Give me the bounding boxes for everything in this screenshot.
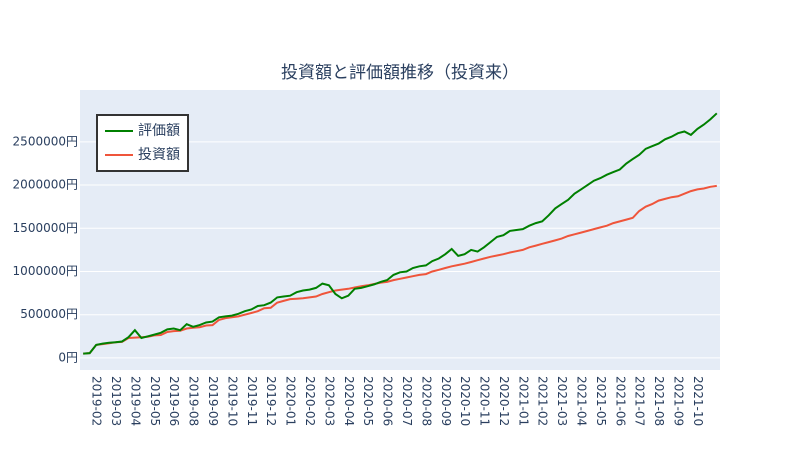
y-tick-label: 2500000円 xyxy=(13,134,78,148)
x-tick-label: 2020-04 xyxy=(342,376,356,426)
x-tick-label: 2019-03 xyxy=(109,376,123,426)
x-tick-label: 2020-11 xyxy=(478,376,492,426)
x-tick-label: 2020-07 xyxy=(400,376,414,426)
x-tick-label: 2021-05 xyxy=(594,376,608,426)
x-tick-label: 2019-10 xyxy=(225,376,239,426)
x-tick-label: 2021-09 xyxy=(671,376,685,426)
line-series xyxy=(83,112,718,355)
x-tick-label: 2019-12 xyxy=(264,376,278,426)
y-tick-label: 1500000円 xyxy=(13,221,78,235)
y-tick-label: 2000000円 xyxy=(13,178,78,192)
x-tick-label: 2021-02 xyxy=(536,376,550,426)
legend-box xyxy=(96,114,189,172)
x-tick-label: 2020-03 xyxy=(322,376,336,426)
line-series xyxy=(83,184,717,355)
x-tick-label: 2020-09 xyxy=(439,376,453,426)
x-tick-label: 2020-06 xyxy=(381,376,395,426)
x-tick-label: 2019-06 xyxy=(167,376,181,426)
x-tick-label: 2021-10 xyxy=(691,376,705,426)
x-tick-label: 2019-05 xyxy=(148,376,162,426)
x-tick-label: 2021-01 xyxy=(516,376,530,426)
x-tick-label: 2020-02 xyxy=(303,376,317,426)
x-tick-label: 2019-11 xyxy=(245,376,259,426)
x-tick-label: 2021-07 xyxy=(633,376,647,426)
x-tick-label: 2021-04 xyxy=(575,376,589,426)
x-tick-label: 2020-10 xyxy=(458,376,472,426)
x-tick-label: 2020-01 xyxy=(284,376,298,426)
x-tick-label: 2020-05 xyxy=(361,376,375,426)
x-tick-label: 2019-08 xyxy=(187,376,201,426)
y-tick-label: 500000円 xyxy=(20,307,78,321)
x-tick-label: 2021-03 xyxy=(555,376,569,426)
x-tick-label: 2020-12 xyxy=(497,376,511,426)
x-tick-label: 2021-06 xyxy=(613,376,627,426)
legend-label: 評価額 xyxy=(138,123,180,139)
x-tick-label: 2019-02 xyxy=(90,376,104,426)
x-tick-label: 2020-08 xyxy=(419,376,433,426)
x-tick-label: 2019-09 xyxy=(206,376,220,426)
y-tick-label: 1000000円 xyxy=(13,264,78,278)
x-tick-label: 2021-08 xyxy=(652,376,666,426)
x-tick-label: 2019-04 xyxy=(128,376,142,426)
y-tick-label: 0円 xyxy=(58,350,78,364)
chart-title: 投資額と評価額推移（投資来） xyxy=(281,63,519,83)
legend-label: 投資額 xyxy=(138,147,180,163)
